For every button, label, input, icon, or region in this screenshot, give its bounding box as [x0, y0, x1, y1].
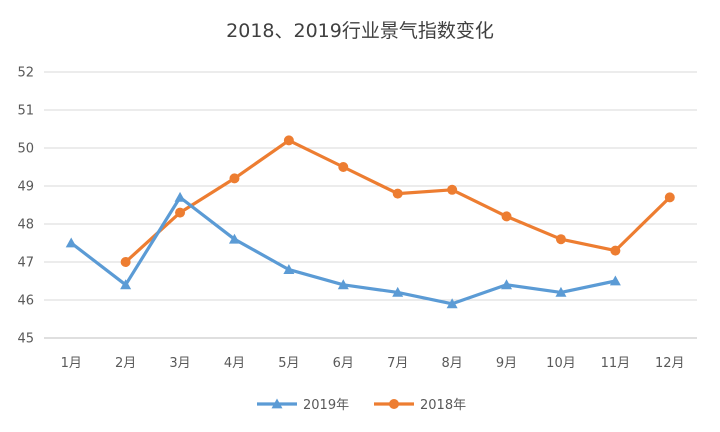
data-point [337, 279, 349, 290]
data-point [120, 257, 131, 267]
x-tick-label: 8月 [441, 356, 462, 371]
x-tick-label: 3月 [169, 356, 190, 371]
data-point [446, 298, 458, 309]
legend-label: 2019年 [303, 398, 349, 413]
y-tick-label: 50 [17, 142, 34, 157]
series-2019年 [65, 191, 621, 309]
data-point [338, 162, 349, 172]
x-tick-label: 10月 [546, 356, 576, 371]
legend-marker [271, 398, 283, 409]
data-point [555, 234, 566, 245]
y-axis-ticks: 45 46 47 48 49 50 51 52 [17, 66, 34, 347]
y-tick-label: 47 [17, 256, 34, 271]
data-point [65, 237, 77, 248]
y-tick-label: 52 [17, 66, 34, 81]
x-tick-label: 5月 [278, 356, 299, 371]
x-tick-label: 11月 [601, 356, 631, 371]
data-point [392, 286, 404, 297]
x-tick-label: 9月 [496, 356, 517, 371]
data-point [120, 279, 132, 290]
data-point [664, 192, 675, 203]
data-point [610, 245, 621, 256]
y-tick-label: 46 [17, 294, 34, 309]
data-point [283, 264, 295, 274]
data-point [175, 207, 186, 218]
series-2018年 [120, 135, 675, 267]
y-tick-label: 51 [17, 104, 34, 119]
series-lines [65, 135, 675, 309]
data-point [501, 211, 512, 222]
y-tick-label: 49 [17, 180, 34, 195]
data-point [283, 135, 294, 146]
x-tick-label: 12月 [655, 356, 685, 371]
data-point [501, 279, 513, 290]
data-point [392, 188, 403, 199]
data-point [447, 184, 458, 195]
y-tick-label: 48 [17, 218, 34, 233]
x-tick-label: 7月 [387, 356, 408, 371]
gridlines [44, 71, 697, 339]
data-point [555, 286, 567, 297]
y-tick-label: 45 [17, 332, 34, 347]
data-point [229, 173, 240, 184]
legend: 2019年 2018年 [257, 398, 466, 413]
data-point [228, 233, 240, 244]
legend-marker [389, 399, 399, 409]
x-tick-label: 1月 [61, 356, 82, 371]
x-tick-label: 6月 [333, 356, 354, 371]
legend-item: 2019年 [257, 398, 349, 413]
legend-label: 2018年 [420, 398, 466, 413]
x-axis-ticks: 1月 2月 3月 4月 5月 6月 7月 8月 9月 10月 11月 12月 [61, 356, 685, 371]
x-tick-label: 4月 [224, 356, 245, 371]
x-tick-label: 2月 [115, 356, 136, 371]
legend-item: 2018年 [374, 398, 466, 413]
data-point [174, 191, 186, 202]
series-line [124, 138, 672, 264]
chart-title: 2018、2019行业景气指数变化 [226, 20, 494, 42]
data-point [609, 275, 621, 286]
